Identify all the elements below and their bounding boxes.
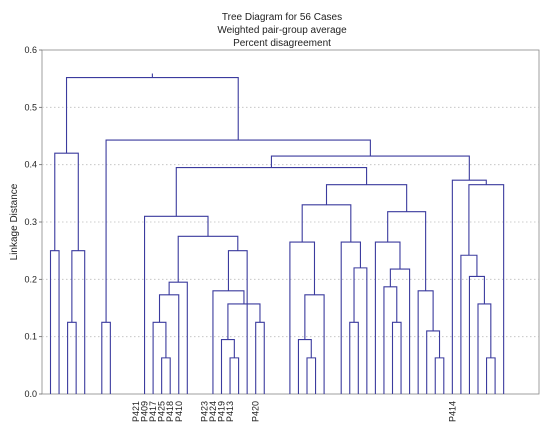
chart-title: Tree Diagram for 56 Cases — [222, 12, 342, 23]
dendrogram-link — [468, 275, 485, 394]
y-tick-label: 0.1 — [24, 332, 37, 342]
dendrogram-link — [451, 179, 487, 394]
dendrogram-link — [374, 241, 401, 394]
dendrogram-branches — [49, 73, 505, 394]
dendrogram-link — [227, 250, 248, 394]
chart-subtitle-2: Percent disagreement — [233, 38, 331, 49]
y-axis-ticks: 0.0 0.1 0.2 0.3 0.4 0.5 0.6 — [24, 45, 42, 399]
dendrogram-link — [71, 250, 86, 394]
dendrogram-link — [383, 286, 398, 394]
dendrogram-link — [477, 303, 492, 394]
leaf-label: P409 — [140, 401, 150, 422]
y-tick-label: 0.0 — [24, 389, 37, 399]
leaf-label: P419 — [217, 401, 227, 422]
y-tick-label: 0.6 — [24, 45, 37, 55]
leaf-label: P421 — [131, 401, 141, 422]
y-tick-label: 0.4 — [24, 160, 37, 170]
leaf-label: P414 — [447, 401, 457, 422]
chart-subtitle: Weighted pair-group average — [217, 25, 347, 36]
grid-lines — [42, 106, 539, 338]
dendrogram-link — [289, 241, 316, 394]
dendrogram-link — [227, 303, 261, 340]
leaf-label: P413 — [225, 401, 235, 422]
y-tick-label: 0.3 — [24, 217, 37, 227]
leaf-label: P418 — [165, 401, 175, 422]
leaf-label: P410 — [174, 401, 184, 422]
leaf-label: P423 — [199, 401, 209, 422]
leaf-label: P417 — [148, 401, 158, 422]
dendrogram-link — [270, 155, 470, 181]
dendrogram-link — [340, 241, 361, 394]
leaf-label: P425 — [157, 401, 167, 422]
dendrogram-link — [144, 215, 209, 394]
leaf-label: P420 — [251, 401, 261, 422]
y-tick-label: 0.5 — [24, 102, 37, 112]
leaf-label: P424 — [208, 401, 218, 422]
y-axis-label: Linkage Distance — [9, 183, 20, 260]
dendrogram-link — [353, 267, 368, 394]
dendrogram-link — [49, 250, 60, 394]
y-tick-label: 0.2 — [24, 274, 37, 284]
